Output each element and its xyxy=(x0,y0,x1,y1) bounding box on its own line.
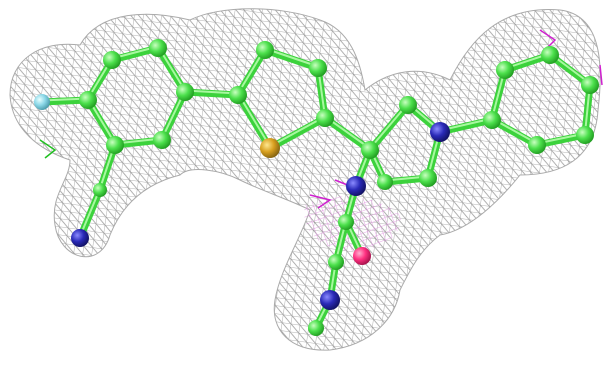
atom xyxy=(176,83,194,101)
bond-highlight xyxy=(269,115,326,148)
atom xyxy=(153,131,171,149)
atom xyxy=(34,94,50,110)
bond-highlight xyxy=(237,92,271,148)
atom xyxy=(528,136,546,154)
mesh-fragment xyxy=(39,139,57,159)
bond xyxy=(321,114,374,154)
atom xyxy=(419,169,437,187)
atom xyxy=(149,39,167,57)
atom xyxy=(309,59,327,77)
atom xyxy=(483,111,501,129)
atom xyxy=(377,174,393,190)
atom xyxy=(399,96,417,114)
atom xyxy=(106,136,124,154)
atom xyxy=(103,51,121,69)
atom xyxy=(260,138,280,158)
atom xyxy=(256,41,274,59)
atom xyxy=(93,183,107,197)
atom xyxy=(353,247,371,265)
atom xyxy=(308,320,324,336)
atom xyxy=(430,122,450,142)
bond xyxy=(266,114,329,152)
density-mesh xyxy=(9,8,603,351)
bond xyxy=(261,46,322,72)
atom xyxy=(338,214,354,230)
atom xyxy=(328,254,344,270)
mesh-fill xyxy=(9,8,601,351)
atom xyxy=(361,141,379,159)
bond-highlight xyxy=(79,187,101,238)
atom xyxy=(320,290,340,310)
atom xyxy=(71,229,89,247)
atom xyxy=(79,91,97,109)
atom xyxy=(496,61,514,79)
atom xyxy=(541,46,559,64)
atom xyxy=(229,86,247,104)
atoms xyxy=(34,39,599,336)
atom xyxy=(346,176,366,196)
atom xyxy=(316,109,334,127)
atom xyxy=(581,76,599,94)
atom xyxy=(576,126,594,144)
